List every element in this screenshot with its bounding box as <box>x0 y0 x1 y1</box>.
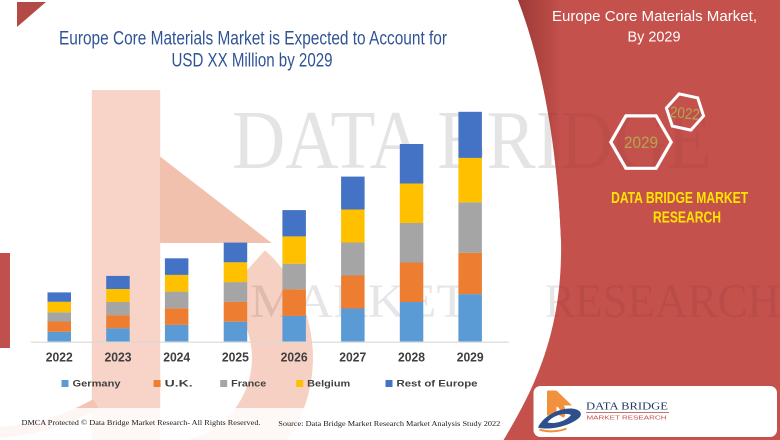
svg-text:U.K.: U.K. <box>165 379 193 390</box>
svg-text:DATA BRIDGE: DATA BRIDGE <box>586 401 668 413</box>
svg-text:France: France <box>231 379 266 390</box>
svg-text:2023: 2023 <box>105 350 132 365</box>
svg-text:DATA BRIDGE MARKET: DATA BRIDGE MARKET <box>611 190 748 207</box>
svg-text:DMCA Protected © Data Bridge M: DMCA Protected © Data Bridge Market Rese… <box>22 418 261 427</box>
svg-text:DATA BRIDGE: DATA BRIDGE <box>232 94 712 187</box>
svg-text:Germany: Germany <box>73 379 122 390</box>
svg-text:2026: 2026 <box>281 350 308 365</box>
svg-text:2028: 2028 <box>398 350 425 365</box>
svg-text:2027: 2027 <box>339 350 366 365</box>
svg-text:Europe Core Materials Market,: Europe Core Materials Market, <box>552 9 757 25</box>
svg-text:Belgium: Belgium <box>307 379 350 390</box>
svg-text:Source: Data Bridge Market Res: Source: Data Bridge Market Research Mark… <box>278 419 500 428</box>
svg-text:Europe Core Materials Market i: Europe Core Materials Market is Expected… <box>59 29 448 50</box>
svg-text:RESEARCH: RESEARCH <box>653 210 721 227</box>
svg-text:2025: 2025 <box>222 350 249 365</box>
svg-text:Rest of Europe: Rest of Europe <box>397 379 478 390</box>
svg-text:2024: 2024 <box>163 350 191 365</box>
svg-text:MARKET RESEARCH: MARKET RESEARCH <box>587 416 667 422</box>
svg-text:By 2029: By 2029 <box>628 30 681 46</box>
svg-text:USD XX Million by 2029: USD XX Million by 2029 <box>172 51 333 72</box>
svg-text:2029: 2029 <box>624 133 658 152</box>
svg-text:2029: 2029 <box>457 350 484 365</box>
svg-text:RESEARCH: RESEARCH <box>545 275 780 328</box>
svg-text:2022: 2022 <box>46 350 73 365</box>
svg-text:2022: 2022 <box>669 104 701 124</box>
